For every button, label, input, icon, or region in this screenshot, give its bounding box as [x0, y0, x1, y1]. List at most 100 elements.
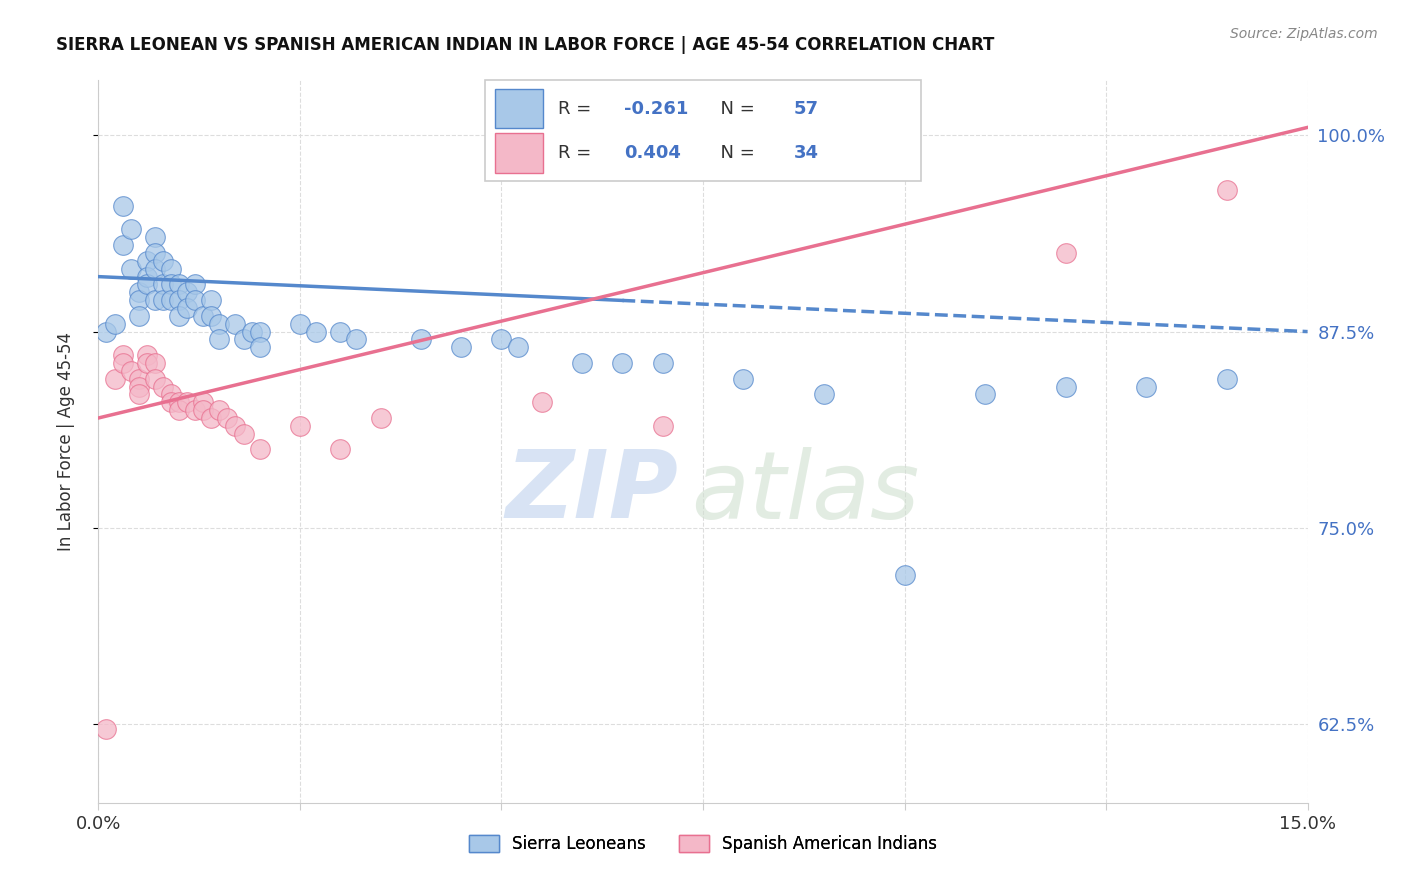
Text: R =: R =	[558, 145, 598, 162]
Point	[893, 568, 915, 582]
Point	[167, 293, 190, 308]
Point	[135, 356, 157, 370]
Text: R =: R =	[558, 100, 598, 118]
Point	[240, 325, 263, 339]
Point	[305, 325, 328, 339]
Point	[143, 372, 166, 386]
Point	[491, 333, 513, 347]
Point	[184, 293, 207, 308]
Point	[128, 309, 150, 323]
Point	[120, 364, 142, 378]
Point	[217, 411, 239, 425]
Point	[111, 356, 134, 370]
Point	[208, 333, 231, 347]
Point	[128, 379, 150, 393]
Point	[651, 418, 673, 433]
Point	[571, 356, 593, 370]
Point	[143, 230, 166, 244]
Point	[135, 253, 157, 268]
Legend: Sierra Leoneans, Spanish American Indians: Sierra Leoneans, Spanish American Indian…	[463, 828, 943, 860]
Point	[160, 395, 183, 409]
FancyBboxPatch shape	[495, 88, 543, 128]
Text: ZIP: ZIP	[506, 446, 679, 538]
Point	[143, 246, 166, 260]
Point	[160, 261, 183, 276]
Point	[208, 403, 231, 417]
Point	[120, 261, 142, 276]
Text: 34: 34	[793, 145, 818, 162]
Point	[733, 372, 755, 386]
Point	[1054, 246, 1077, 260]
Point	[329, 325, 352, 339]
Point	[143, 356, 166, 370]
Point	[232, 333, 254, 347]
Point	[167, 309, 190, 323]
Point	[176, 301, 198, 315]
Text: 0.404: 0.404	[624, 145, 682, 162]
Point	[128, 285, 150, 300]
Point	[120, 222, 142, 236]
Point	[167, 395, 190, 409]
Point	[111, 348, 134, 362]
Point	[193, 395, 215, 409]
Point	[160, 387, 183, 401]
Point	[288, 418, 311, 433]
Y-axis label: In Labor Force | Age 45-54: In Labor Force | Age 45-54	[56, 332, 75, 551]
Point	[167, 403, 190, 417]
Point	[96, 722, 118, 736]
Point	[506, 340, 529, 354]
Point	[612, 356, 634, 370]
FancyBboxPatch shape	[495, 133, 543, 173]
Point	[135, 348, 157, 362]
Point	[128, 387, 150, 401]
Point	[450, 340, 472, 354]
Point	[249, 442, 271, 457]
Text: 57: 57	[793, 100, 818, 118]
Point	[224, 418, 246, 433]
Point	[103, 372, 125, 386]
FancyBboxPatch shape	[485, 80, 921, 181]
Text: Source: ZipAtlas.com: Source: ZipAtlas.com	[1230, 27, 1378, 41]
Point	[813, 387, 835, 401]
Point	[1135, 379, 1157, 393]
Point	[143, 261, 166, 276]
Point	[176, 395, 198, 409]
Text: atlas: atlas	[690, 447, 920, 538]
Point	[167, 277, 190, 292]
Text: N =: N =	[709, 100, 761, 118]
Point	[249, 325, 271, 339]
Point	[1054, 379, 1077, 393]
Point	[160, 277, 183, 292]
Point	[208, 317, 231, 331]
Point	[530, 395, 553, 409]
Point	[184, 277, 207, 292]
Text: N =: N =	[709, 145, 761, 162]
Point	[249, 340, 271, 354]
Point	[111, 199, 134, 213]
Point	[103, 317, 125, 331]
Point	[160, 293, 183, 308]
Point	[111, 238, 134, 252]
Point	[344, 333, 367, 347]
Point	[232, 426, 254, 441]
Point	[135, 277, 157, 292]
Point	[152, 277, 174, 292]
Point	[370, 411, 392, 425]
Point	[200, 293, 222, 308]
Point	[176, 285, 198, 300]
Point	[200, 411, 222, 425]
Point	[184, 403, 207, 417]
Point	[193, 309, 215, 323]
Point	[152, 293, 174, 308]
Point	[288, 317, 311, 331]
Point	[143, 293, 166, 308]
Point	[152, 253, 174, 268]
Text: SIERRA LEONEAN VS SPANISH AMERICAN INDIAN IN LABOR FORCE | AGE 45-54 CORRELATION: SIERRA LEONEAN VS SPANISH AMERICAN INDIA…	[56, 36, 994, 54]
Point	[329, 442, 352, 457]
Point	[409, 333, 432, 347]
Point	[974, 387, 997, 401]
Point	[96, 325, 118, 339]
Point	[193, 403, 215, 417]
Point	[128, 372, 150, 386]
Text: -0.261: -0.261	[624, 100, 689, 118]
